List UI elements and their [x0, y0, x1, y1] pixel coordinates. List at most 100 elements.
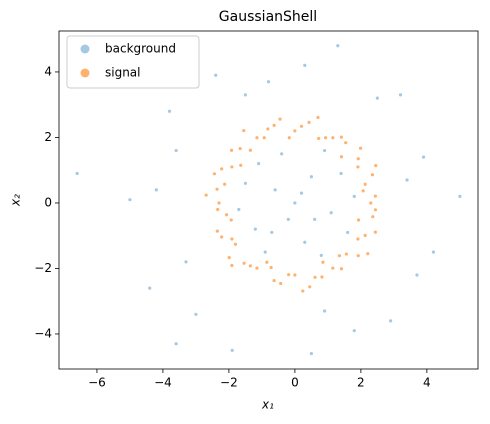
scatter-point	[320, 275, 324, 279]
scatter-point	[220, 167, 224, 171]
scatter-point	[148, 286, 152, 290]
x-tick-label: −2	[220, 376, 238, 390]
scatter-point	[230, 237, 234, 241]
scatter-point	[352, 329, 356, 333]
scatter-point	[373, 230, 377, 234]
x-tick-label: 4	[423, 376, 431, 390]
scatter-point	[319, 253, 323, 257]
x-axis-label: x₁	[261, 398, 274, 412]
scatter-point	[287, 136, 291, 140]
scatter-point	[339, 155, 344, 159]
scatter-point	[265, 260, 269, 264]
scatter-point	[458, 194, 462, 198]
scatter-point	[299, 191, 304, 195]
scatter-point	[227, 256, 231, 260]
scatter-point	[230, 348, 234, 352]
scatter-point	[322, 309, 327, 313]
scatter-point	[233, 242, 238, 246]
scatter-point	[309, 352, 313, 356]
scatter-point	[373, 194, 377, 198]
scatter-point	[301, 289, 305, 293]
legend-marker	[80, 44, 90, 54]
plot-frame	[58, 30, 479, 370]
legend-label: signal	[105, 66, 141, 80]
scatter-point	[257, 162, 261, 166]
scatter-point	[375, 96, 379, 100]
scatter-point	[331, 136, 335, 140]
scatter-point	[75, 171, 79, 176]
x-tick-label: −4	[154, 376, 172, 390]
scatter-point	[308, 285, 312, 289]
x-tick-label: 0	[291, 376, 299, 390]
scatter-point	[356, 237, 360, 241]
scatter-point	[215, 229, 219, 233]
scatter-point	[167, 109, 172, 113]
scatter-point	[313, 217, 317, 221]
scatter-point	[356, 165, 360, 169]
scatter-point	[323, 136, 328, 140]
scatter-point	[366, 252, 370, 256]
scatter-point	[263, 250, 267, 254]
scatter-point	[286, 217, 290, 221]
x-tick-label: −6	[88, 376, 106, 390]
scatter-point	[253, 227, 257, 231]
scatter-point	[266, 80, 271, 84]
scatter-point	[293, 273, 297, 277]
scatter-point	[255, 266, 259, 270]
scatter-point	[431, 250, 436, 254]
scatter-point	[303, 63, 307, 67]
scatter-point	[184, 260, 188, 264]
scatter-point	[339, 267, 344, 271]
scatter-point	[373, 208, 377, 212]
scatter-point	[269, 265, 273, 270]
y-tick-label: −4	[34, 326, 52, 340]
scatter-point	[293, 129, 297, 133]
scatter-point	[356, 218, 361, 222]
scatter-point	[356, 254, 360, 258]
scatter-point	[230, 165, 234, 169]
scatter-point	[299, 124, 304, 128]
scatter-point	[339, 171, 343, 176]
scatter-point	[174, 148, 178, 153]
scatter-point	[220, 235, 224, 239]
scatter-point	[293, 201, 297, 205]
scatter-point	[230, 263, 234, 268]
scatter-point	[421, 155, 426, 159]
scatter-point	[321, 260, 325, 264]
legend-box	[66, 35, 200, 89]
scatter-point	[317, 136, 321, 141]
scatter-point	[272, 278, 276, 283]
scatter-point	[280, 152, 284, 156]
scatter-point	[369, 201, 373, 205]
scatter-point	[243, 181, 248, 185]
scatter-point	[212, 172, 216, 176]
scatter-point	[225, 213, 229, 217]
scatter-point	[279, 281, 283, 286]
scatter-point	[344, 141, 348, 145]
scatter-point	[344, 252, 348, 256]
scatter-point	[303, 240, 307, 244]
scatter-point	[216, 207, 220, 212]
scatter-point	[361, 189, 365, 193]
scatter-point	[242, 128, 246, 133]
scatter-point	[329, 211, 333, 215]
scatter-point	[237, 207, 241, 212]
scatter-point	[174, 342, 178, 346]
scatter-point	[278, 117, 282, 121]
scatter-point	[337, 254, 342, 258]
y-tick-label: 2	[44, 130, 52, 144]
y-tick-label: −2	[34, 261, 52, 275]
scatter-point	[346, 230, 350, 235]
scatter-point	[223, 182, 227, 186]
scatter-point	[307, 120, 311, 124]
scatter-point	[229, 148, 234, 152]
scatter-point	[154, 188, 158, 192]
scatter-point	[272, 123, 276, 127]
scatter-point	[339, 135, 344, 139]
scatter-point	[313, 275, 317, 279]
scatter-point	[238, 146, 242, 151]
y-tick-label: 4	[44, 64, 52, 78]
scatter-point	[248, 264, 252, 268]
scatter-point	[405, 178, 409, 182]
scatter-point	[358, 146, 363, 150]
